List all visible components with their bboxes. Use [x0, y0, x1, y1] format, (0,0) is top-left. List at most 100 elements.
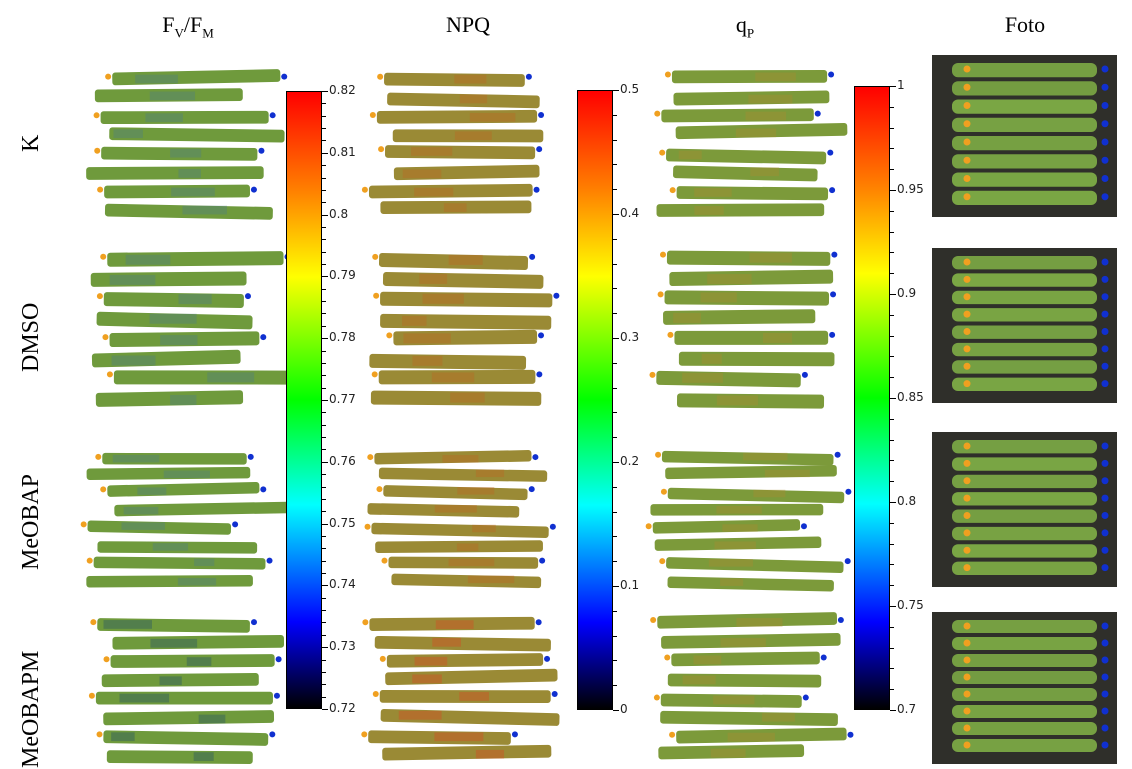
leaf-strip	[654, 536, 822, 551]
colorbar-qp-tick-label: 0.9	[897, 286, 917, 300]
leaf-speckle	[454, 74, 487, 84]
colorbar-fvfm-minor-tick	[322, 424, 326, 426]
colorbar-fvfm-major-tick	[322, 523, 328, 525]
leaf-speckle	[678, 150, 702, 160]
photo-leaf	[952, 273, 1097, 287]
photo-orange-marker	[963, 622, 971, 630]
colorbar-fvfm-tick-label: 0.73	[329, 639, 356, 654]
orange-marker	[361, 731, 368, 738]
orange-marker	[664, 71, 671, 78]
photo-orange-marker	[963, 639, 971, 647]
colorbar-fvfm-minor-tick	[322, 622, 326, 624]
colorbar-npq-major-tick	[613, 710, 619, 711]
photo-orange-marker	[963, 138, 971, 146]
photo-blue-marker	[1101, 328, 1109, 335]
photo-leaf	[952, 63, 1097, 78]
photo-leaf	[952, 308, 1097, 322]
photo-orange-marker	[963, 690, 971, 698]
orange-marker	[372, 691, 379, 698]
colorbar-npq-minor-tick	[613, 263, 617, 265]
leaf-strip	[86, 466, 251, 480]
leaf-strip	[113, 370, 293, 385]
leaf-speckle	[764, 469, 810, 478]
colorbar-npq-major-tick	[613, 462, 619, 463]
photo-orange-marker	[963, 494, 971, 502]
title-fvfm-sub-v: V	[174, 25, 184, 41]
leaf-speckle	[450, 392, 485, 403]
fvfm-leaves-meobapm	[88, 618, 285, 765]
leaf-speckle	[103, 620, 152, 629]
leaf-strip	[661, 450, 834, 466]
colorbar-npq-minor-tick	[613, 114, 617, 116]
leaf-strip	[666, 250, 831, 266]
colorbar-qp-major-tick	[890, 502, 896, 503]
colorbar-npq-minor-tick	[613, 536, 617, 538]
orange-marker	[80, 521, 87, 528]
blue-marker	[800, 523, 807, 530]
colorbar-npq-minor-tick	[613, 387, 617, 389]
colorbar-npq-minor-tick	[613, 685, 617, 687]
leaf-strip	[388, 556, 539, 569]
photo-leaf	[952, 172, 1097, 187]
colorbar-qp-minor-tick	[890, 543, 894, 545]
leaf-strip	[660, 710, 838, 727]
photo-orange-marker	[963, 83, 971, 91]
qp-leaves-k	[654, 69, 848, 217]
colorbar-fvfm-minor-tick	[322, 511, 326, 513]
leaf-speckle	[749, 252, 792, 263]
blue-marker	[539, 557, 546, 564]
colorbar-fvfm-minor-tick	[322, 437, 326, 439]
photo-orange-marker	[963, 65, 971, 73]
orange-marker	[93, 112, 100, 119]
photo-leaf	[952, 739, 1097, 752]
leaf-strip	[671, 651, 820, 667]
blue-marker	[535, 619, 542, 626]
title-fvfm-slash: /F	[183, 12, 203, 37]
colorbar-fvfm-minor-tick	[322, 264, 326, 266]
blue-marker	[250, 619, 257, 626]
qp-leaves-meobap	[645, 450, 852, 592]
orange-marker	[96, 731, 103, 738]
colorbar-qp-tick-label: 0.75	[897, 598, 924, 612]
colorbar-npq-minor-tick	[613, 313, 617, 315]
orange-marker	[654, 110, 661, 117]
orange-marker	[653, 694, 660, 701]
colorbar-fvfm-minor-tick	[322, 202, 326, 204]
photo-leaf	[952, 457, 1097, 471]
leaf-speckle	[762, 712, 795, 722]
orange-marker	[90, 619, 97, 626]
photo-orange-marker	[963, 442, 971, 450]
leaf-speckle	[469, 112, 516, 122]
leaf-strip	[650, 503, 824, 516]
leaf-strip	[371, 522, 549, 538]
leaf-strip	[103, 730, 269, 746]
leaf-strip	[106, 750, 253, 765]
leaf-strip	[103, 710, 275, 726]
title-fvfm: FV/FM	[108, 12, 268, 41]
colorbar-qp-minor-tick	[890, 460, 894, 462]
colorbar-npq-minor-tick	[613, 660, 617, 662]
leaf-strip	[101, 146, 258, 161]
photo-leaf	[952, 620, 1097, 633]
leaf-strip	[656, 370, 801, 388]
orange-marker	[379, 655, 386, 662]
photo-leaf	[952, 722, 1097, 735]
colorbar-npq-minor-tick	[613, 610, 617, 612]
leaf-strip	[678, 351, 835, 367]
colorbar-qp-major-tick	[890, 606, 896, 607]
orange-marker	[94, 147, 101, 154]
colorbar-fvfm-tick-label: 0.79	[329, 268, 356, 283]
leaf-strip	[667, 576, 834, 592]
leaf-strip	[107, 251, 284, 267]
leaf-strip	[104, 184, 251, 199]
photo-leaf	[952, 492, 1097, 506]
leaf-speckle	[171, 187, 215, 197]
colorbar-qp-tick-label: 0.95	[897, 182, 924, 196]
leaf-speckle	[694, 206, 724, 215]
leaf-speckle	[708, 559, 753, 567]
leaf-speckle	[119, 693, 170, 703]
photo-blue-marker	[1101, 193, 1109, 201]
colorbar-qp-tick-label: 0.85	[897, 390, 924, 404]
colorbar-qp-major-tick	[890, 190, 896, 191]
leaf-strip	[660, 693, 802, 708]
